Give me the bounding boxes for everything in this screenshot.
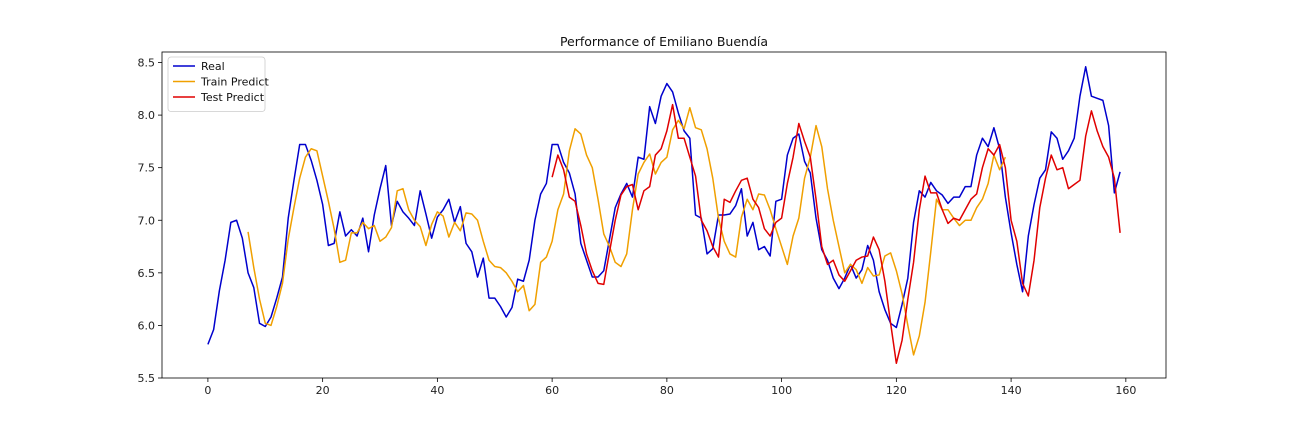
chart-title: Performance of Emiliano Buendía [560, 34, 768, 49]
x-tick-label: 80 [660, 384, 674, 397]
x-axis: 0 20 40 60 80 100 120 140 160 [204, 378, 1136, 397]
plot-area [161, 51, 1167, 379]
y-tick-label: 7.0 [138, 214, 156, 227]
legend-label-train-predict: Train Predict [200, 76, 269, 89]
legend-label-test-predict: Test Predict [200, 91, 265, 104]
y-tick-label: 6.5 [138, 267, 156, 280]
series-line-train-predict [247, 106, 1007, 356]
x-tick-label: 0 [204, 384, 211, 397]
y-tick-label: 8.5 [138, 57, 156, 70]
x-tick-label: 60 [545, 384, 559, 397]
y-axis: 5.5 6.0 6.5 7.0 7.5 8.0 8.5 [138, 57, 162, 385]
x-tick-label: 120 [886, 384, 907, 397]
legend-label-real: Real [201, 60, 225, 73]
y-tick-label: 5.5 [138, 372, 156, 385]
y-tick-label: 7.5 [138, 162, 156, 175]
series-line-test-predict [551, 103, 1121, 365]
series-lines [207, 65, 1121, 365]
x-tick-label: 100 [771, 384, 792, 397]
x-tick-label: 140 [1001, 384, 1022, 397]
legend: Real Train Predict Test Predict [167, 56, 269, 112]
x-tick-label: 20 [316, 384, 330, 397]
y-tick-label: 8.0 [138, 109, 156, 122]
y-tick-label: 6.0 [138, 319, 156, 332]
x-tick-label: 160 [1115, 384, 1136, 397]
legend-box [167, 56, 266, 112]
x-tick-label: 40 [430, 384, 444, 397]
